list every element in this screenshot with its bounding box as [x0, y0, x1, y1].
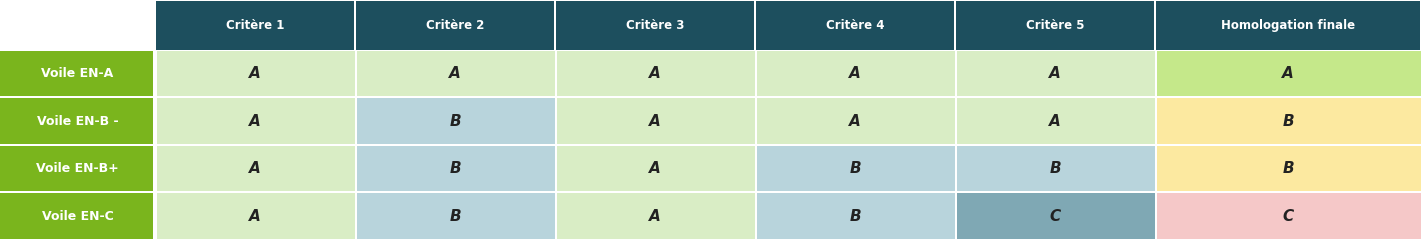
Text: C: C — [1282, 209, 1293, 224]
Bar — [1157, 1, 1420, 50]
Text: Critère 4: Critère 4 — [826, 19, 884, 32]
Text: Voile EN-C: Voile EN-C — [41, 210, 114, 223]
Text: A: A — [649, 209, 661, 224]
Bar — [0, 146, 153, 191]
Bar — [756, 1, 953, 50]
Text: B: B — [449, 161, 460, 176]
Bar — [357, 194, 556, 239]
Text: Critère 5: Critère 5 — [1026, 19, 1084, 32]
Text: B: B — [1282, 161, 1293, 176]
Text: A: A — [850, 66, 861, 81]
Text: C: C — [1049, 209, 1060, 224]
Text: Voile EN-B -: Voile EN-B - — [37, 114, 118, 127]
Bar — [156, 146, 355, 191]
Bar — [357, 146, 556, 191]
Bar — [357, 98, 556, 144]
Bar — [557, 51, 755, 96]
Text: Critère 2: Critère 2 — [426, 19, 485, 32]
Bar — [557, 98, 755, 144]
Text: A: A — [649, 66, 661, 81]
Bar — [757, 146, 955, 191]
Text: A: A — [249, 66, 261, 81]
Bar — [757, 98, 955, 144]
Text: Voile EN-B+: Voile EN-B+ — [36, 162, 119, 175]
Bar — [956, 194, 1155, 239]
Bar — [1157, 194, 1421, 239]
Bar — [757, 51, 955, 96]
Text: B: B — [449, 114, 460, 128]
Text: B: B — [850, 161, 861, 176]
Text: Critère 1: Critère 1 — [226, 19, 284, 32]
Bar — [557, 146, 755, 191]
Bar — [1157, 51, 1421, 96]
Bar — [156, 194, 355, 239]
Text: A: A — [649, 161, 661, 176]
Text: A: A — [449, 66, 460, 81]
Text: B: B — [449, 209, 460, 224]
Text: B: B — [1049, 161, 1061, 176]
Bar — [1157, 98, 1421, 144]
Bar — [1157, 146, 1421, 191]
Text: A: A — [1282, 66, 1295, 81]
Text: Critère 3: Critère 3 — [625, 19, 684, 32]
Text: A: A — [850, 114, 861, 128]
Bar — [357, 1, 554, 50]
Text: A: A — [249, 209, 261, 224]
Text: A: A — [249, 114, 261, 128]
Bar — [0, 0, 155, 51]
Bar — [956, 1, 1154, 50]
Bar — [557, 194, 755, 239]
Text: A: A — [649, 114, 661, 128]
Bar — [757, 194, 955, 239]
Text: B: B — [1282, 114, 1293, 128]
Bar — [956, 98, 1155, 144]
Bar — [956, 51, 1155, 96]
Bar — [556, 1, 755, 50]
Text: A: A — [249, 161, 261, 176]
Text: Homologation finale: Homologation finale — [1221, 19, 1356, 32]
Bar — [357, 51, 556, 96]
Bar — [156, 1, 354, 50]
Bar — [0, 194, 153, 239]
Bar — [0, 51, 153, 96]
Text: A: A — [1049, 114, 1061, 128]
Text: Voile EN-A: Voile EN-A — [41, 67, 114, 80]
Bar — [0, 98, 153, 144]
Bar — [956, 146, 1155, 191]
Bar — [156, 98, 355, 144]
Bar — [156, 51, 355, 96]
Text: B: B — [850, 209, 861, 224]
Text: A: A — [1049, 66, 1061, 81]
